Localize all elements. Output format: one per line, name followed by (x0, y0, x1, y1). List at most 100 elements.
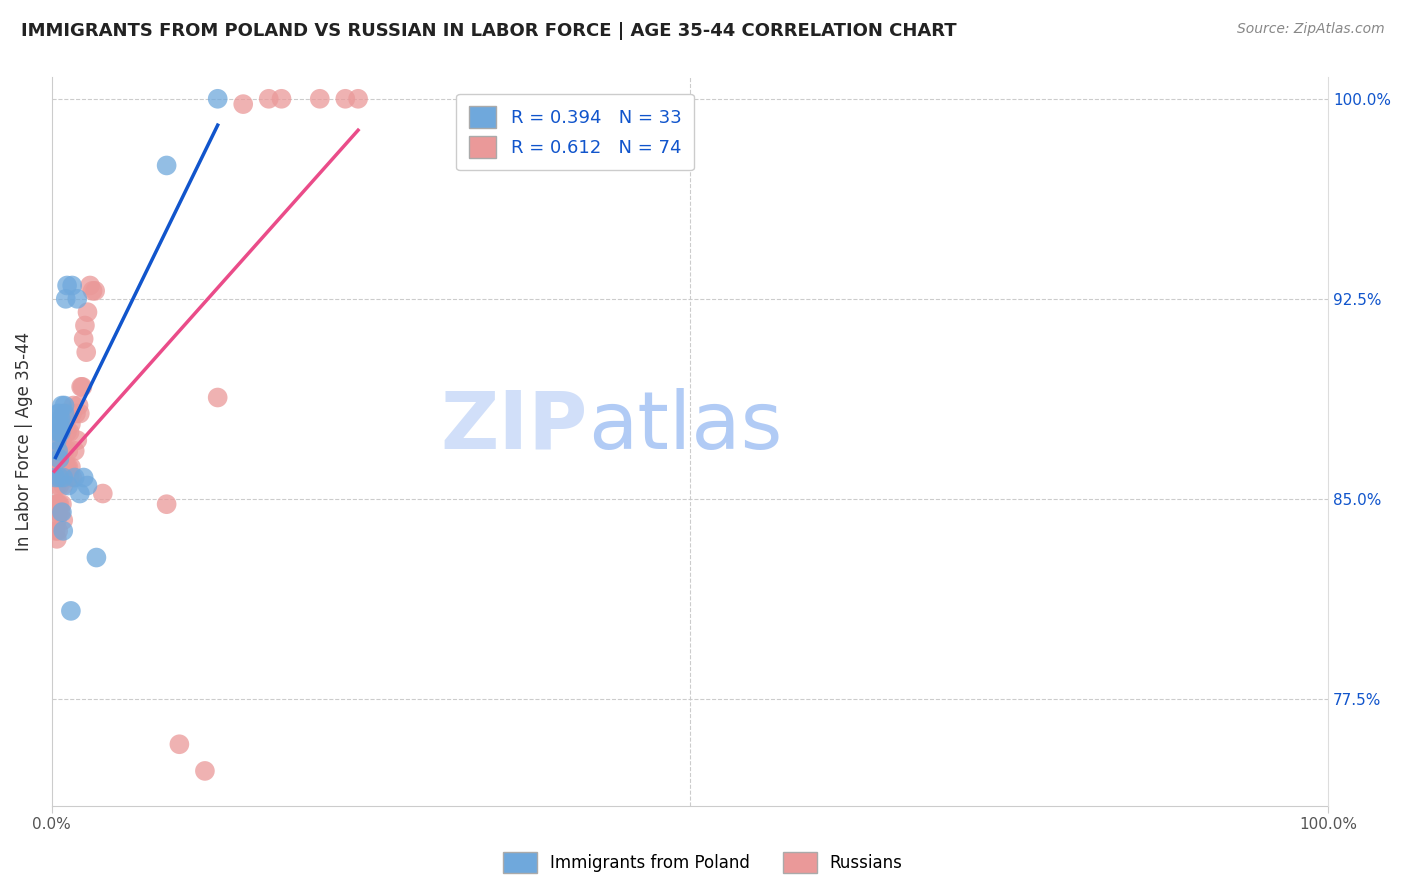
Point (48, 451, 70, 466)
Point (51, 505, 73, 519)
Point (73, 332, 96, 346)
Point (45, 497, 67, 511)
Point (55, 459, 77, 474)
Point (67, 399, 90, 413)
Point (169, 737, 191, 751)
Point (91, 486, 114, 500)
Point (44, 470, 66, 484)
Point (59, 470, 82, 484)
Point (52, 459, 75, 474)
Point (48, 459, 70, 474)
Point (49, 417, 72, 432)
Point (48, 497, 70, 511)
Point (156, 158, 179, 172)
Point (52, 407, 75, 421)
Point (63, 443, 86, 458)
Point (60, 278, 83, 293)
Point (48, 425, 70, 440)
Point (46, 497, 69, 511)
Point (45, 459, 67, 474)
Point (59, 417, 82, 432)
Text: ZIP: ZIP (440, 388, 588, 466)
Point (45, 478, 67, 492)
Point (86, 550, 108, 565)
Point (51, 497, 73, 511)
Point (55, 417, 77, 432)
Point (49, 459, 72, 474)
Point (308, 92, 330, 106)
Text: Source: ZipAtlas.com: Source: ZipAtlas.com (1237, 22, 1385, 37)
Point (45, 513, 67, 527)
Point (270, 92, 292, 106)
Point (53, 407, 76, 421)
Point (66, 292, 89, 306)
Point (45, 497, 67, 511)
Point (46, 425, 69, 440)
Point (46, 505, 69, 519)
Point (207, 92, 229, 106)
Point (45, 417, 67, 432)
Point (59, 604, 82, 618)
Point (69, 486, 91, 500)
Point (156, 497, 179, 511)
Point (49, 470, 72, 484)
Point (84, 284, 107, 298)
Point (45, 433, 67, 447)
Point (62, 399, 84, 413)
Point (53, 470, 76, 484)
Point (49, 505, 72, 519)
Point (82, 284, 104, 298)
Point (335, 92, 357, 106)
Point (347, 92, 370, 106)
Point (45, 532, 67, 546)
Point (76, 305, 98, 319)
Point (66, 433, 89, 447)
Point (75, 345, 97, 359)
Point (194, 764, 217, 778)
Point (59, 425, 82, 440)
Point (46, 443, 69, 458)
Point (48, 470, 70, 484)
Point (58, 459, 80, 474)
Point (58, 478, 80, 492)
Point (257, 92, 280, 106)
Point (51, 470, 73, 484)
Point (51, 459, 73, 474)
Point (51, 433, 73, 447)
Point (69, 407, 91, 421)
Point (58, 407, 80, 421)
Point (73, 470, 96, 484)
Point (59, 459, 82, 474)
Point (53, 399, 76, 413)
Point (65, 407, 87, 421)
Point (56, 278, 79, 293)
Point (63, 470, 86, 484)
Point (56, 425, 79, 440)
Point (56, 459, 79, 474)
Point (48, 470, 70, 484)
Y-axis label: In Labor Force | Age 35-44: In Labor Force | Age 35-44 (15, 332, 32, 551)
Point (60, 407, 83, 421)
Point (45, 524, 67, 538)
Point (53, 407, 76, 421)
Point (48, 417, 70, 432)
Point (207, 391, 229, 405)
Point (79, 278, 101, 293)
Point (51, 399, 73, 413)
Point (46, 470, 69, 484)
Point (49, 412, 72, 426)
Point (72, 380, 94, 394)
Point (45, 470, 67, 484)
Point (55, 292, 77, 306)
Point (70, 380, 93, 394)
Point (49, 425, 72, 440)
Point (52, 478, 75, 492)
Point (58, 443, 80, 458)
Point (49, 443, 72, 458)
Point (76, 478, 98, 492)
Point (46, 407, 69, 421)
Point (49, 417, 72, 432)
Legend: R = 0.394   N = 33, R = 0.612   N = 74: R = 0.394 N = 33, R = 0.612 N = 74 (457, 94, 695, 170)
Point (73, 318, 96, 333)
Point (232, 97, 254, 112)
